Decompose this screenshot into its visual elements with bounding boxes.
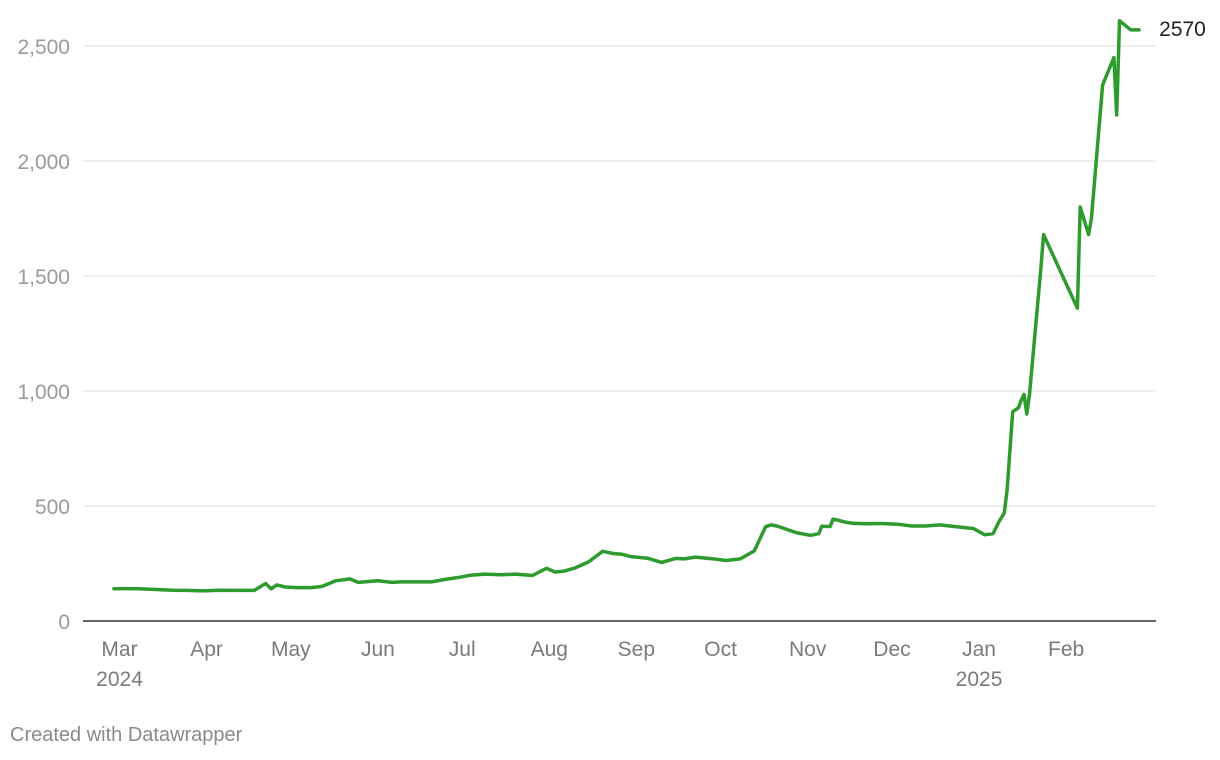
x-tick-year-label: 2025: [956, 668, 1003, 691]
series-line: [112, 18, 1141, 593]
x-tick-label: Jul: [449, 638, 476, 661]
y-tick-label: 1,500: [17, 266, 70, 289]
y-tick-label: 2,500: [17, 36, 70, 59]
line-chart: 0 500 1,000 1,500 2,000 2,500 Mar 2024 Apr May Jun…: [17, 18, 1206, 691]
x-tick-label: May: [271, 638, 311, 661]
x-tick-label: Mar: [101, 638, 137, 661]
x-tick-label: Oct: [704, 638, 737, 661]
y-tick-label: 1,000: [17, 381, 70, 404]
y-tick-label: 500: [35, 496, 70, 519]
x-tick-label: Sep: [618, 638, 655, 661]
x-tick-year-label: 2024: [96, 668, 143, 691]
x-tick-label: Apr: [190, 638, 223, 661]
datawrapper-credit: Created with Datawrapper: [10, 724, 243, 746]
y-tick-label: 0: [58, 611, 70, 634]
x-tick-label: Dec: [873, 638, 910, 661]
x-tick-label: Feb: [1048, 638, 1084, 661]
x-tick-label: Aug: [531, 638, 568, 661]
x-tick-label: Jan: [962, 638, 996, 661]
x-tick-label: Nov: [789, 638, 827, 661]
x-tick-label: Jun: [361, 638, 395, 661]
y-tick-label: 2,000: [17, 151, 70, 174]
end-value-label: 2570: [1159, 18, 1206, 41]
